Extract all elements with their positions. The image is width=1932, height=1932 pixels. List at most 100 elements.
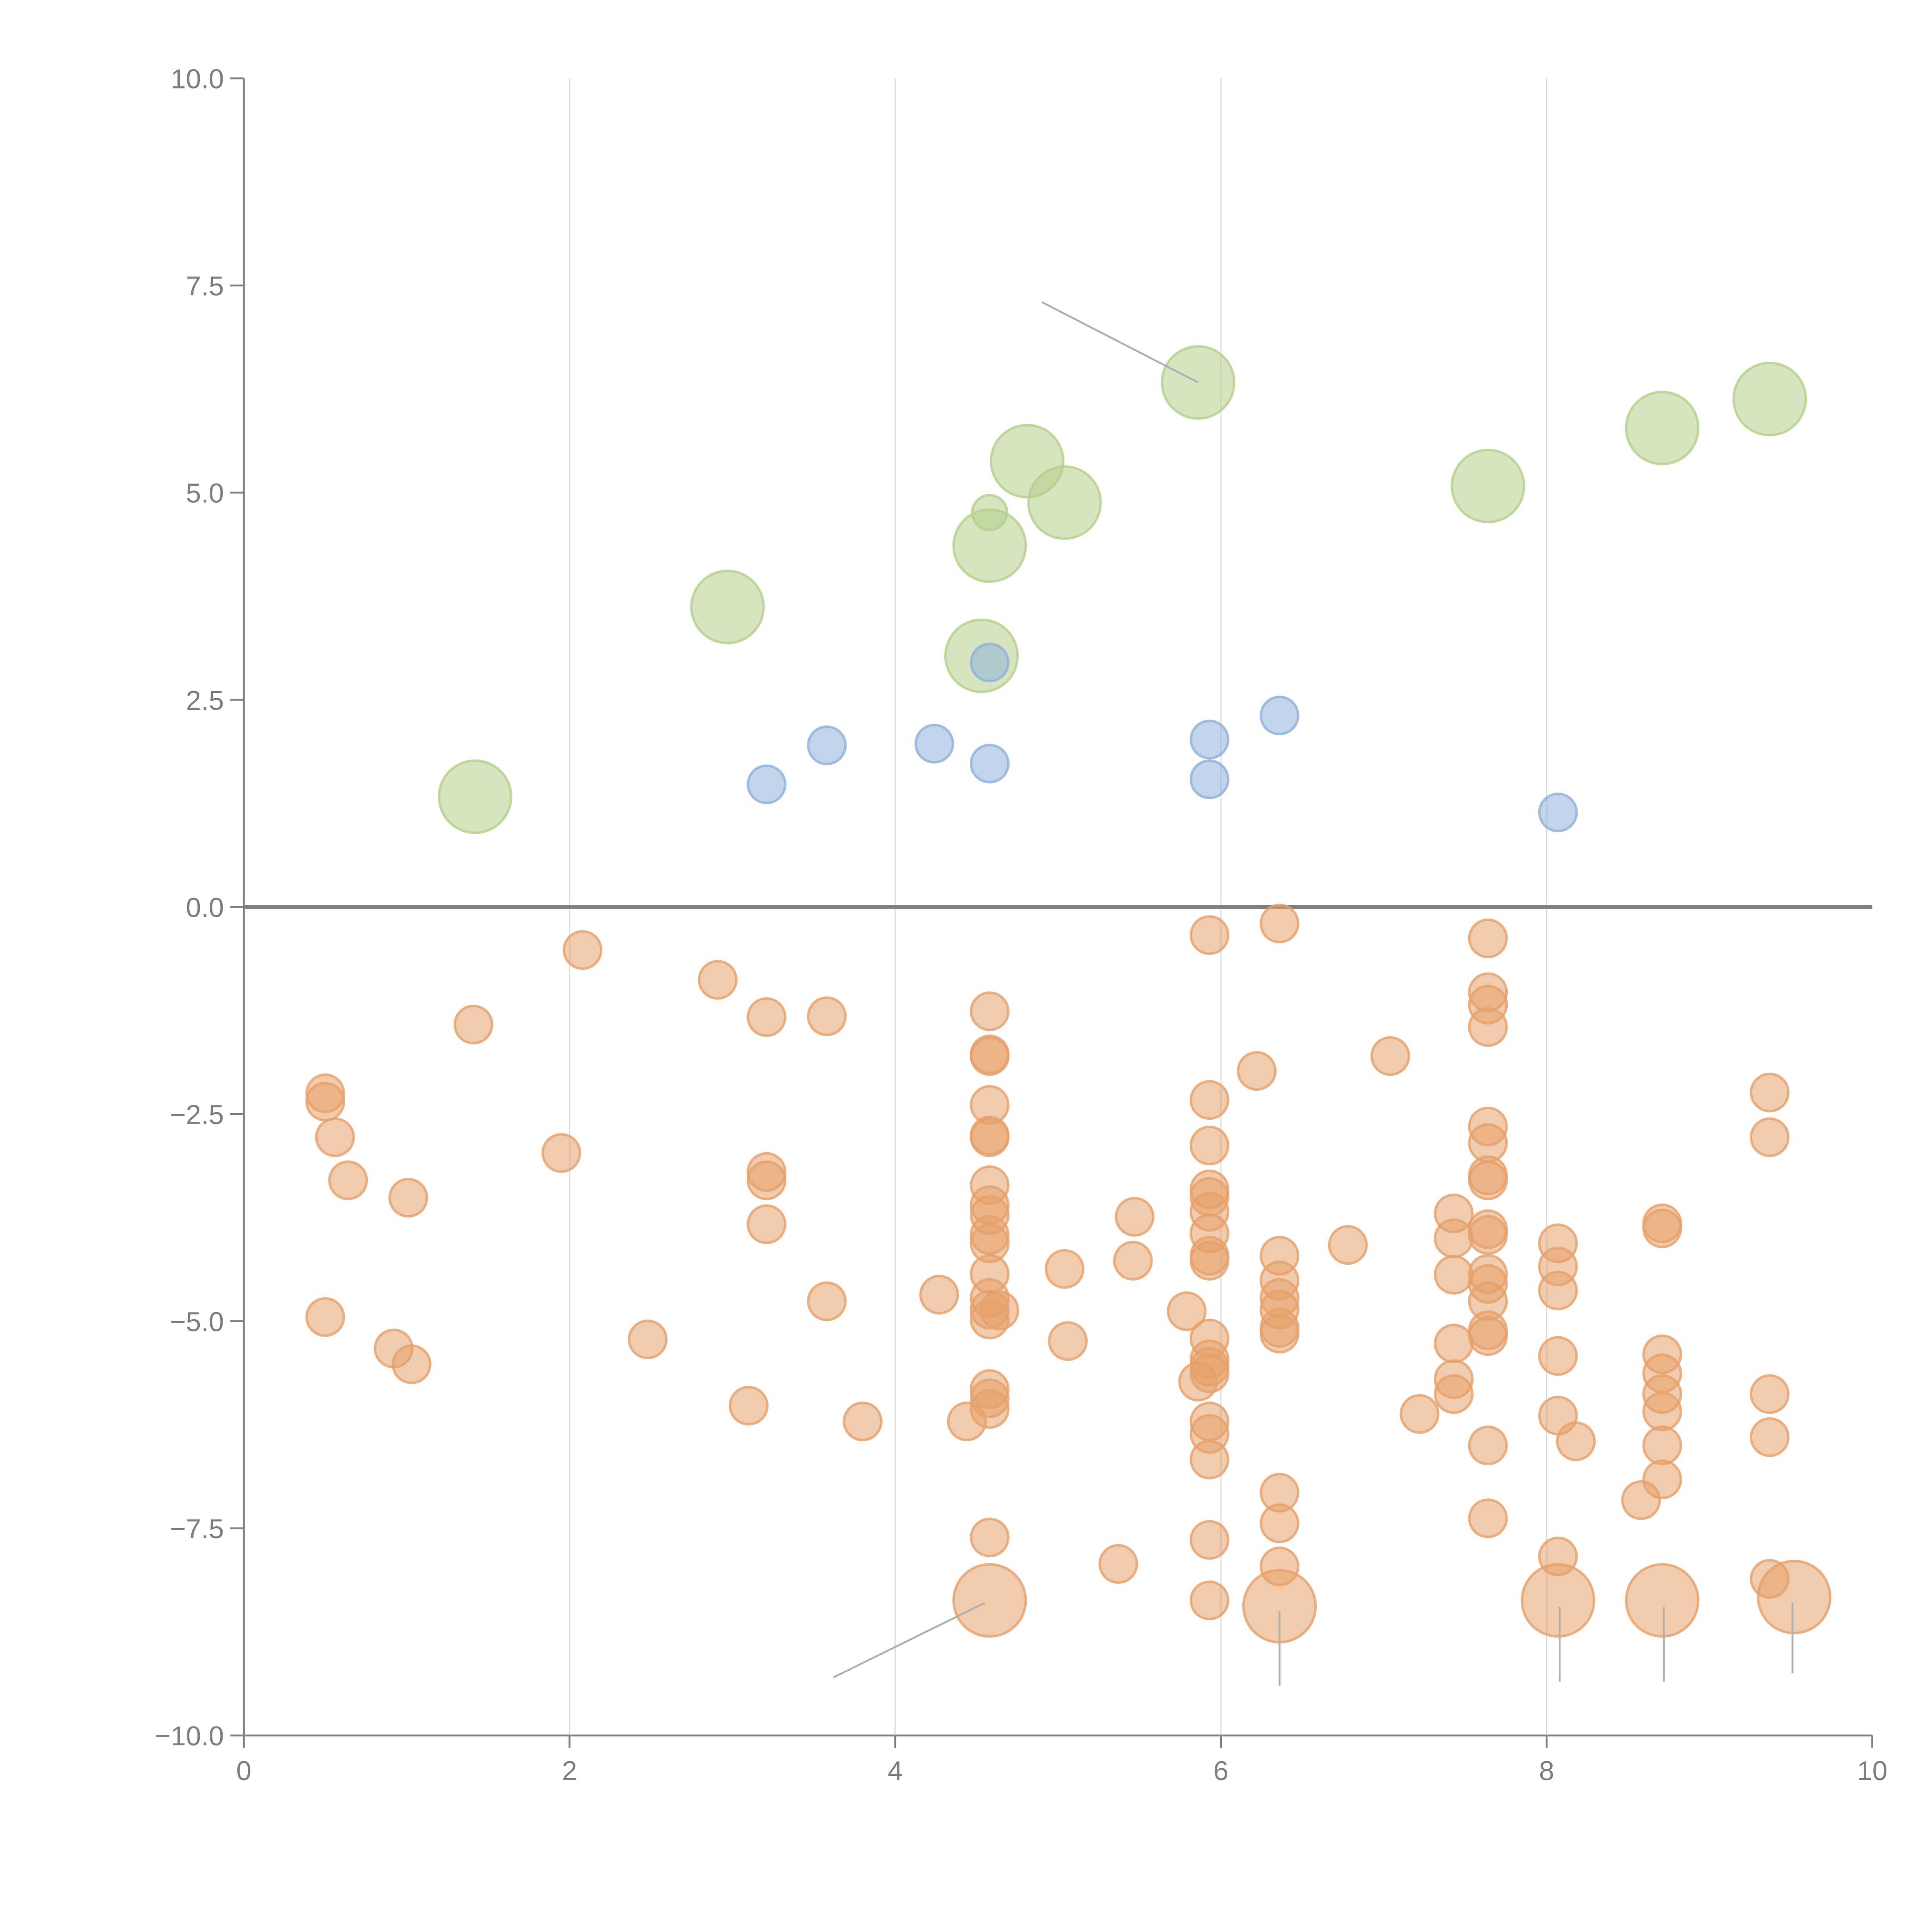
orange-data-point[interactable] — [1468, 1498, 1508, 1539]
orange-data-point[interactable] — [919, 1275, 959, 1315]
orange-data-point[interactable] — [1642, 1391, 1682, 1432]
orange-data-point[interactable] — [1468, 1007, 1508, 1047]
orange-data-point[interactable] — [843, 1401, 883, 1442]
x-tick-label: 0 — [236, 1756, 251, 1786]
orange-data-point[interactable] — [747, 1160, 787, 1201]
orange-data-point[interactable] — [1400, 1394, 1440, 1434]
orange-data-point[interactable] — [1468, 1425, 1508, 1466]
green-data-point[interactable] — [971, 494, 1009, 531]
orange-data-point[interactable] — [1520, 1563, 1595, 1638]
orange-data-point[interactable] — [747, 1204, 787, 1244]
blue-data-point[interactable] — [747, 764, 787, 804]
orange-data-point[interactable] — [1468, 1160, 1508, 1201]
orange-data-point[interactable] — [453, 1005, 493, 1045]
green-data-point[interactable] — [690, 570, 765, 645]
orange-data-point[interactable] — [1642, 1459, 1682, 1500]
orange-data-point[interactable] — [969, 1389, 1010, 1429]
orange-data-point[interactable] — [1642, 1208, 1682, 1248]
orange-data-point[interactable] — [391, 1344, 432, 1384]
orange-data-point[interactable] — [1434, 1218, 1474, 1259]
orange-data-point[interactable] — [1189, 1241, 1230, 1281]
orange-data-point[interactable] — [1468, 1215, 1508, 1255]
data-points — [305, 345, 1832, 1644]
blue-data-point[interactable] — [807, 725, 847, 765]
x-tick-label: 4 — [888, 1756, 903, 1786]
blue-data-point[interactable] — [914, 724, 954, 764]
orange-data-point[interactable] — [1113, 1241, 1153, 1281]
orange-data-point[interactable] — [1167, 1291, 1207, 1331]
blue-data-point[interactable] — [969, 743, 1010, 784]
blue-data-point[interactable] — [969, 643, 1010, 683]
orange-data-point[interactable] — [563, 930, 603, 970]
orange-data-point[interactable] — [305, 1082, 345, 1122]
orange-data-point[interactable] — [1434, 1323, 1474, 1364]
orange-data-point[interactable] — [628, 1319, 668, 1359]
x-tick-label: 8 — [1539, 1756, 1554, 1786]
green-data-point[interactable] — [1451, 449, 1526, 524]
orange-data-point[interactable] — [1750, 1117, 1790, 1157]
orange-data-point[interactable] — [1236, 1051, 1277, 1091]
orange-data-point[interactable] — [305, 1297, 345, 1337]
orange-data-point[interactable] — [1468, 918, 1508, 959]
orange-data-point[interactable] — [807, 1281, 847, 1321]
orange-data-point[interactable] — [1556, 1421, 1596, 1461]
blue-data-point[interactable] — [1189, 759, 1230, 799]
orange-data-point[interactable] — [1114, 1197, 1155, 1237]
orange-data-point[interactable] — [1538, 1336, 1578, 1376]
y-tick-label: 5.0 — [186, 478, 224, 509]
orange-data-point[interactable] — [747, 997, 787, 1037]
orange-data-point[interactable] — [952, 1563, 1027, 1638]
y-tick-label: −2.5 — [170, 1100, 224, 1130]
blue-data-point[interactable] — [1189, 719, 1230, 760]
orange-data-point[interactable] — [807, 996, 847, 1036]
orange-data-point[interactable] — [1750, 1417, 1790, 1457]
green-data-point[interactable] — [437, 759, 513, 834]
axes: 0 2 4 6 8 10 10.0 7.5 5.0 2.5 0.0 −2.5 −5.0 −7.5 −10.0 — [155, 64, 1888, 1787]
y-tick-label: −10.0 — [155, 1721, 224, 1752]
blue-data-point[interactable] — [1538, 793, 1578, 833]
orange-data-point[interactable] — [1189, 1353, 1230, 1393]
orange-data-point[interactable] — [1370, 1036, 1410, 1076]
orange-data-point[interactable] — [1189, 1080, 1230, 1120]
orange-data-point[interactable] — [328, 1160, 368, 1201]
orange-data-point[interactable] — [315, 1117, 355, 1157]
orange-data-point[interactable] — [1757, 1560, 1832, 1634]
annotations — [833, 301, 1794, 1686]
orange-data-point[interactable] — [1750, 1072, 1790, 1112]
orange-data-point[interactable] — [1328, 1225, 1368, 1265]
orange-data-point[interactable] — [1048, 1321, 1088, 1361]
orange-data-point[interactable] — [1189, 1520, 1230, 1560]
orange-data-point[interactable] — [969, 1117, 1010, 1157]
orange-data-point[interactable] — [969, 1517, 1010, 1558]
orange-data-point[interactable] — [1098, 1544, 1138, 1584]
orange-data-point[interactable] — [1259, 1313, 1299, 1354]
orange-data-point[interactable] — [969, 991, 1010, 1031]
orange-data-point[interactable] — [1189, 1580, 1230, 1621]
orange-data-point[interactable] — [1434, 1255, 1474, 1295]
orange-data-point[interactable] — [1468, 1316, 1508, 1356]
orange-data-point[interactable] — [1625, 1563, 1700, 1638]
orange-data-point[interactable] — [1044, 1249, 1085, 1289]
orange-data-point[interactable] — [1259, 1503, 1299, 1543]
orange-data-point[interactable] — [980, 1290, 1020, 1330]
orange-data-point[interactable] — [1189, 1126, 1230, 1166]
orange-data-point[interactable] — [1189, 1439, 1230, 1480]
orange-data-point[interactable] — [1259, 903, 1299, 944]
orange-data-point[interactable] — [1642, 1425, 1682, 1466]
orange-data-point[interactable] — [541, 1133, 582, 1173]
orange-data-point[interactable] — [969, 1036, 1010, 1076]
y-tick-label: −7.5 — [170, 1514, 224, 1544]
green-data-point[interactable] — [1625, 391, 1700, 466]
green-data-point[interactable] — [1027, 465, 1102, 540]
orange-data-point[interactable] — [388, 1178, 429, 1218]
orange-data-point[interactable] — [1750, 1374, 1790, 1414]
orange-data-point[interactable] — [1189, 915, 1230, 955]
orange-data-point[interactable] — [1434, 1374, 1474, 1414]
orange-data-point[interactable] — [728, 1386, 769, 1426]
y-tick-label: 0.0 — [186, 893, 224, 923]
orange-data-point[interactable] — [697, 960, 738, 1000]
blue-data-point[interactable] — [1259, 696, 1299, 736]
x-tick-label: 6 — [1213, 1756, 1228, 1786]
green-data-point[interactable] — [1732, 362, 1807, 437]
orange-data-point[interactable] — [1538, 1270, 1578, 1311]
